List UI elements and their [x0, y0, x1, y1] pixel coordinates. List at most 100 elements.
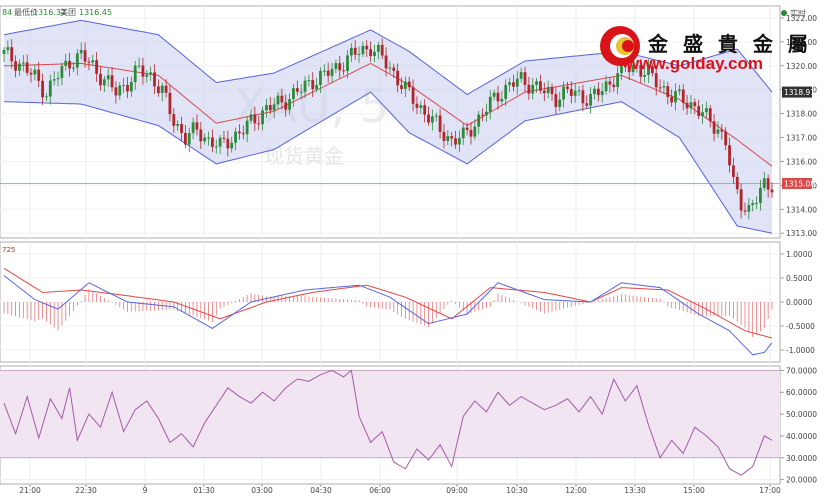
candle-body	[434, 115, 438, 117]
candle-body	[292, 88, 295, 100]
candle-body	[485, 111, 488, 116]
candle-body	[415, 103, 419, 108]
brand-logo-block: 金 盛 貴 金 屬 www.golday.com	[598, 24, 808, 74]
time-tick-label: 04:30	[310, 486, 332, 495]
candle-body	[137, 65, 141, 67]
candle-body	[191, 122, 195, 133]
candle-body	[10, 47, 14, 62]
candle-body	[681, 89, 685, 103]
candle-body	[326, 70, 330, 76]
candle-body	[569, 88, 573, 96]
candle-body	[759, 187, 762, 203]
candle-body	[37, 69, 41, 81]
candle-body	[732, 165, 735, 177]
candle-body	[469, 129, 473, 137]
candle-body	[29, 72, 33, 75]
bollinger-mid-line	[3, 62, 773, 167]
candle-body	[72, 67, 75, 69]
candle-body	[454, 138, 457, 145]
candle-body	[523, 72, 527, 85]
candle-body	[438, 115, 442, 132]
realtime-dot	[781, 10, 787, 16]
time-tick-label: 21:00	[19, 486, 41, 495]
candle-body	[654, 73, 658, 88]
candle-body	[164, 85, 168, 93]
candle-body	[79, 50, 83, 54]
realtime-label: 实时	[790, 8, 806, 18]
candle-body	[315, 84, 319, 90]
candle-body	[245, 120, 249, 135]
candle-body	[334, 63, 338, 69]
rsi-panel	[0, 369, 780, 476]
candle-body	[203, 137, 207, 142]
candle-body	[442, 131, 446, 141]
candle-body	[45, 96, 48, 98]
candle-body	[388, 67, 392, 69]
candle-body	[234, 131, 237, 143]
candle-body	[716, 129, 720, 134]
ask-label: 美团	[60, 7, 76, 17]
candle-body	[230, 142, 234, 149]
candle-body	[342, 70, 346, 72]
candle-body	[658, 87, 662, 89]
candle-body	[122, 84, 126, 86]
candle-body	[110, 75, 114, 88]
candle-body	[423, 105, 427, 115]
time-tick-label: 15:00	[683, 486, 705, 495]
candle-body	[48, 80, 52, 97]
rsi-ytick-label: 40.0000	[786, 432, 817, 441]
candle-body	[129, 82, 133, 92]
candle-body	[276, 95, 280, 105]
candle-body	[253, 114, 257, 124]
candle-body	[357, 53, 361, 55]
rsi-ytick-label: 70.0000	[786, 366, 817, 375]
candle-body	[319, 70, 322, 85]
candle-body	[666, 86, 670, 97]
candle-body	[481, 114, 484, 116]
candle-body	[380, 44, 384, 56]
candle-body	[411, 87, 415, 104]
candle-body	[272, 104, 276, 111]
rsi-ytick-label: 60.0000	[786, 388, 817, 397]
time-tick-label: 06:00	[369, 486, 391, 495]
price-ytick-label: 1314.00	[786, 205, 817, 214]
candle-body	[106, 75, 110, 80]
candle-body	[596, 88, 600, 96]
price-ytick-label: 1322.00	[786, 14, 817, 23]
price-ytick-label: 1313.00	[786, 229, 817, 238]
candle-body	[322, 70, 326, 72]
candle-body	[512, 82, 515, 87]
candle-body	[612, 84, 616, 88]
price-ytick-label: 1320.00	[786, 62, 817, 71]
candle-body	[303, 80, 307, 92]
candle-body	[477, 114, 481, 127]
candle-body	[33, 69, 37, 75]
rsi-ytick-label: 20.0000	[786, 476, 817, 485]
candle-body	[284, 102, 288, 110]
price-ytick-label: 1317.00	[786, 134, 817, 143]
candle-body	[102, 79, 106, 86]
candle-body	[145, 74, 149, 77]
candle-body	[473, 126, 477, 137]
upper-band-value-badge-bg	[782, 86, 812, 98]
candle-body	[743, 210, 747, 212]
macd-ytick-label: -0.5000	[786, 322, 815, 331]
bid-label: 最低价	[14, 7, 38, 17]
candle-body	[403, 81, 407, 89]
candle-body	[295, 88, 299, 92]
candle-body	[118, 85, 122, 96]
macd-ytick-label: 0.5000	[786, 274, 812, 283]
candle-body	[539, 81, 542, 91]
candle-body	[427, 114, 430, 123]
candle-body	[647, 65, 650, 75]
candle-body	[64, 60, 68, 66]
candle-body	[83, 50, 87, 62]
price-ytick-label: 1316.00	[786, 157, 817, 166]
candle-body	[60, 65, 64, 79]
candle-body	[330, 68, 334, 76]
candle-body	[693, 102, 697, 107]
price-ytick-label: 1321.00	[786, 38, 817, 47]
bollinger-lower-line	[3, 91, 773, 234]
